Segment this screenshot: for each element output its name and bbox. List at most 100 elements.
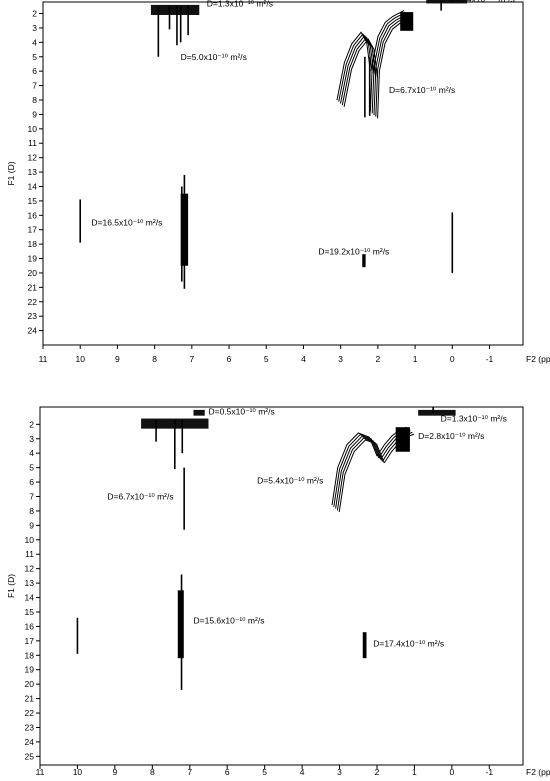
x-tick-label: 6 [227,354,232,364]
x-tick-label: 1 [412,767,417,777]
x-tick-label: 10 [73,767,83,777]
nmr-signal-block [362,254,366,268]
x-tick-label: 2 [375,767,380,777]
y-tick-label: 6 [29,477,34,487]
nmr-signal-curve [371,11,406,114]
y-tick-label: 14 [28,181,38,191]
y-tick-label: 9 [29,520,34,530]
y-tick-label: 3 [29,434,34,444]
nmr-signal-curve [338,33,373,102]
y-tick-label: 21 [28,282,38,292]
y-axis-label: F1 (D) [6,574,16,598]
x-tick-label: 2 [376,354,381,364]
y-tick-label: 6 [32,66,37,76]
nmr-signal-curve [341,36,377,106]
x-tick-label: 0 [449,767,454,777]
x-tick-label: 3 [337,767,342,777]
x-tick-label: -1 [486,354,494,364]
y-tick-label: 24 [25,737,35,747]
y-tick-label: 16 [28,210,38,220]
nmr-signal-block [395,427,410,452]
y-tick-label: 8 [32,95,37,105]
y-tick-label: 9 [32,109,37,119]
y-tick-label: 17 [25,636,35,646]
diffusion-coefficient-label: D=5.0x10⁻¹⁰ m²/s [181,52,247,62]
diffusion-coefficient-label: D=16.5x10⁻¹⁰ m²/s [91,218,162,228]
x-tick-label: 5 [262,767,267,777]
y-tick-label: 18 [28,239,38,249]
diffusion-coefficient-label: D=2.8x10⁻¹⁰ m²/s [418,431,484,441]
x-tick-label: 7 [187,767,192,777]
x-tick-label: 11 [36,767,45,777]
y-tick-label: 8 [29,506,34,516]
nmr-signal-curve [336,437,383,511]
y-axis-label: F1 (D) [6,161,16,185]
y-tick-label: 13 [28,167,38,177]
x-tick-label: 6 [225,767,230,777]
x-axis-label: F2 (ppm) [526,767,550,777]
y-tick-label: 7 [32,81,37,91]
x-tick-label: 4 [301,354,306,364]
y-tick-label: 15 [28,196,38,206]
nmr-signal-curve [375,15,410,117]
plot-frame [42,1,524,346]
plot-frame [39,406,524,766]
nmr-signal-band [426,0,468,4]
diffusion-coefficient-label: D=15.6x10⁻¹⁰ m²/s [194,616,265,626]
diffusion-coefficient-label: D=6.7x10⁻¹⁰ m²/s [107,492,173,502]
y-tick-label: 12 [25,564,35,574]
y-tick-label: 22 [28,297,38,307]
y-tick-label: 11 [28,138,37,148]
nmr-signal-curve [335,435,382,509]
diffusion-coefficient-label: D=5.4x10⁻¹⁰ m²/s [257,476,323,486]
panel-divider [0,384,550,385]
y-tick-label: 4 [32,37,37,47]
y-tick-label: 2 [32,9,37,19]
x-tick-label: 4 [300,767,305,777]
diffusion-coefficient-label: D=17.4x10⁻¹⁰ m²/s [373,639,444,649]
x-tick-label: 8 [150,767,155,777]
y-tick-label: 14 [25,593,35,603]
y-tick-label: 18 [25,650,35,660]
y-tick-label: 3 [32,23,37,33]
diffusion-coefficient-label: D=6.7x10⁻¹⁰ m²/s [389,85,455,95]
y-tick-label: 5 [32,52,37,62]
y-tick-label: 23 [25,722,35,732]
y-tick-label: 17 [28,225,38,235]
y-tick-label: 13 [25,578,35,588]
y-tick-label: 12 [28,153,38,163]
nmr-signal-band [418,409,456,416]
y-tick-label: 4 [29,448,34,458]
x-tick-label: 3 [338,354,343,364]
nmr-signal-block [362,632,367,659]
y-tick-label: 20 [28,268,38,278]
y-tick-label: 20 [25,679,35,689]
diffusion-coefficient-label: D=0.4x10⁻¹⁰ m²/s [449,0,515,4]
y-tick-label: 15 [25,607,35,617]
nmr-signal-curve [336,31,371,101]
y-tick-label: 22 [25,708,35,718]
nmr-signal-curve [373,13,408,116]
diffusion-coefficient-label: D=1.3x10⁻¹⁰ m²/s [441,414,507,424]
x-tick-label: 11 [39,354,48,364]
x-axis-label: F2 (ppm) [526,354,550,364]
x-tick-label: 0 [450,354,455,364]
y-tick-label: 7 [29,492,34,502]
x-tick-label: 5 [264,354,269,364]
y-tick-label: 5 [29,463,34,473]
diffusion-coefficient-label: D=19.2x10⁻¹⁰ m²/s [318,246,389,256]
y-tick-label: 23 [28,311,38,321]
y-tick-label: 19 [25,665,35,675]
diffusion-coefficient-label: D=1.3x10⁻¹⁰ m²/s [207,0,273,8]
y-tick-label: 16 [25,621,35,631]
y-tick-label: 10 [28,124,38,134]
diffusion-coefficient-label: D=0.5x10⁻¹⁰ m²/s [208,406,274,416]
nmr-signal-curve [338,439,385,513]
nmr-signal-curve [340,34,375,104]
x-tick-label: 9 [113,767,118,777]
x-tick-label: 1 [413,354,418,364]
